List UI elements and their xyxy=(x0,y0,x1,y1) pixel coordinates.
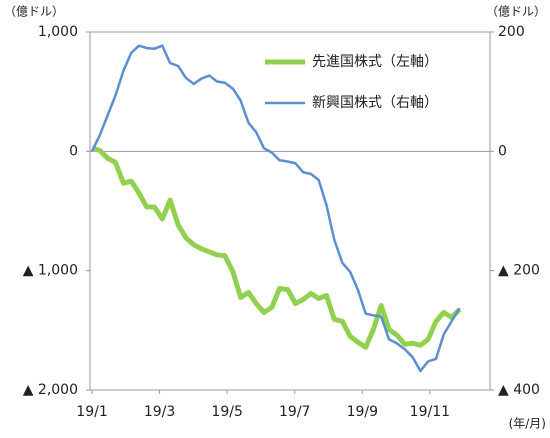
y2-tick-label: 0 xyxy=(498,143,507,159)
x-tick-label: 19/11 xyxy=(410,404,450,420)
y-tick-label: ▲ 2,000 xyxy=(23,382,78,398)
y-tick-label: ▲ 1,000 xyxy=(23,263,78,279)
series-line xyxy=(90,44,461,373)
y-tick-label: 1,000 xyxy=(38,24,78,40)
plot-frame xyxy=(89,31,491,391)
y2-tick-label: ▲ 200 xyxy=(498,263,540,279)
series-line xyxy=(91,145,462,350)
y2-tick-label: ▲ 400 xyxy=(498,382,540,398)
x-tick-label: 19/5 xyxy=(211,404,242,420)
y2-axis-unit: （億ドル） xyxy=(486,5,546,19)
x-tick-label: 19/7 xyxy=(279,404,310,420)
y-axis-unit: （億ドル） xyxy=(4,5,64,19)
legend-label: 新興国株式（右軸） xyxy=(312,95,438,111)
y2-tick-label: 200 xyxy=(498,24,525,40)
x-tick-label: 19/1 xyxy=(76,404,107,420)
x-axis-unit: (年/月) xyxy=(509,417,546,431)
x-tick-label: 19/9 xyxy=(347,404,378,420)
x-tick-label: 19/3 xyxy=(144,404,175,420)
legend-label: 先進国株式（左軸） xyxy=(312,54,438,70)
y-tick-label: 0 xyxy=(69,143,78,159)
